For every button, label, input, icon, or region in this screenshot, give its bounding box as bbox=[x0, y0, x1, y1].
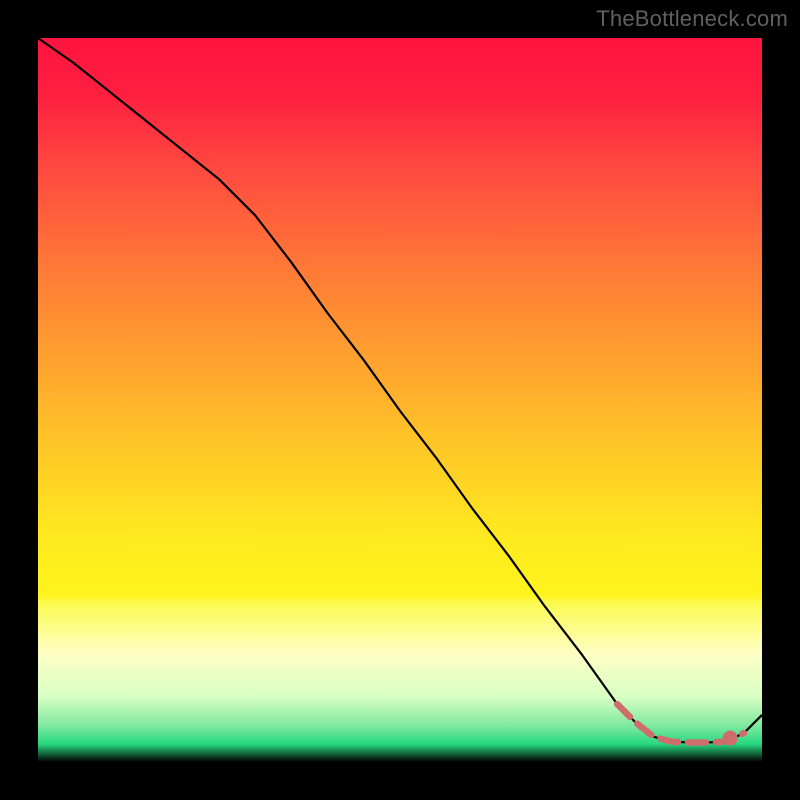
plot-area bbox=[38, 38, 762, 762]
gradient-background bbox=[38, 38, 762, 762]
chart-container: TheBottleneck.com bbox=[0, 0, 800, 800]
end-marker-circle bbox=[723, 731, 738, 746]
chart-svg bbox=[38, 38, 762, 762]
watermark-text: TheBottleneck.com bbox=[596, 6, 788, 32]
